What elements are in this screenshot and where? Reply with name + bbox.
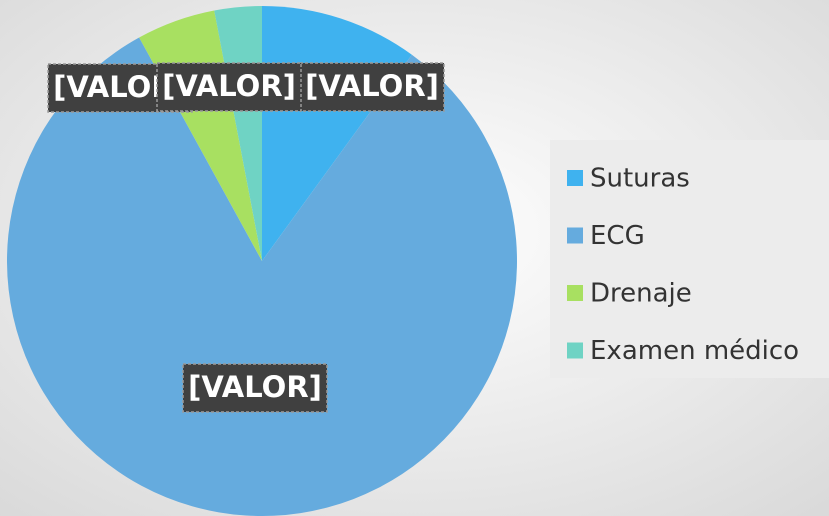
data-label-box [299,62,445,112]
legend-box [550,140,829,378]
data-label: [VALOR] [305,69,439,103]
data-labels: [VALOR][VALOR][VALOR][VALOR] [47,62,445,413]
data-label-box [156,62,302,112]
legend: Suturas ECG Drenaje Examen médico [567,164,799,366]
legend-label: ECG [590,221,645,251]
legend-swatch [567,170,583,186]
legend-label: Suturas [590,164,690,194]
data-label: [VALOR] [188,370,322,404]
legend-label: Examen médico [590,336,799,366]
data-label: [VALOR] [162,69,296,103]
legend-swatch [567,285,583,301]
data-label-box [182,363,328,413]
pie-slice [7,37,518,516]
legend-label: Drenaje [590,279,692,309]
legend-swatch [567,342,583,359]
legend-swatch [567,227,583,244]
